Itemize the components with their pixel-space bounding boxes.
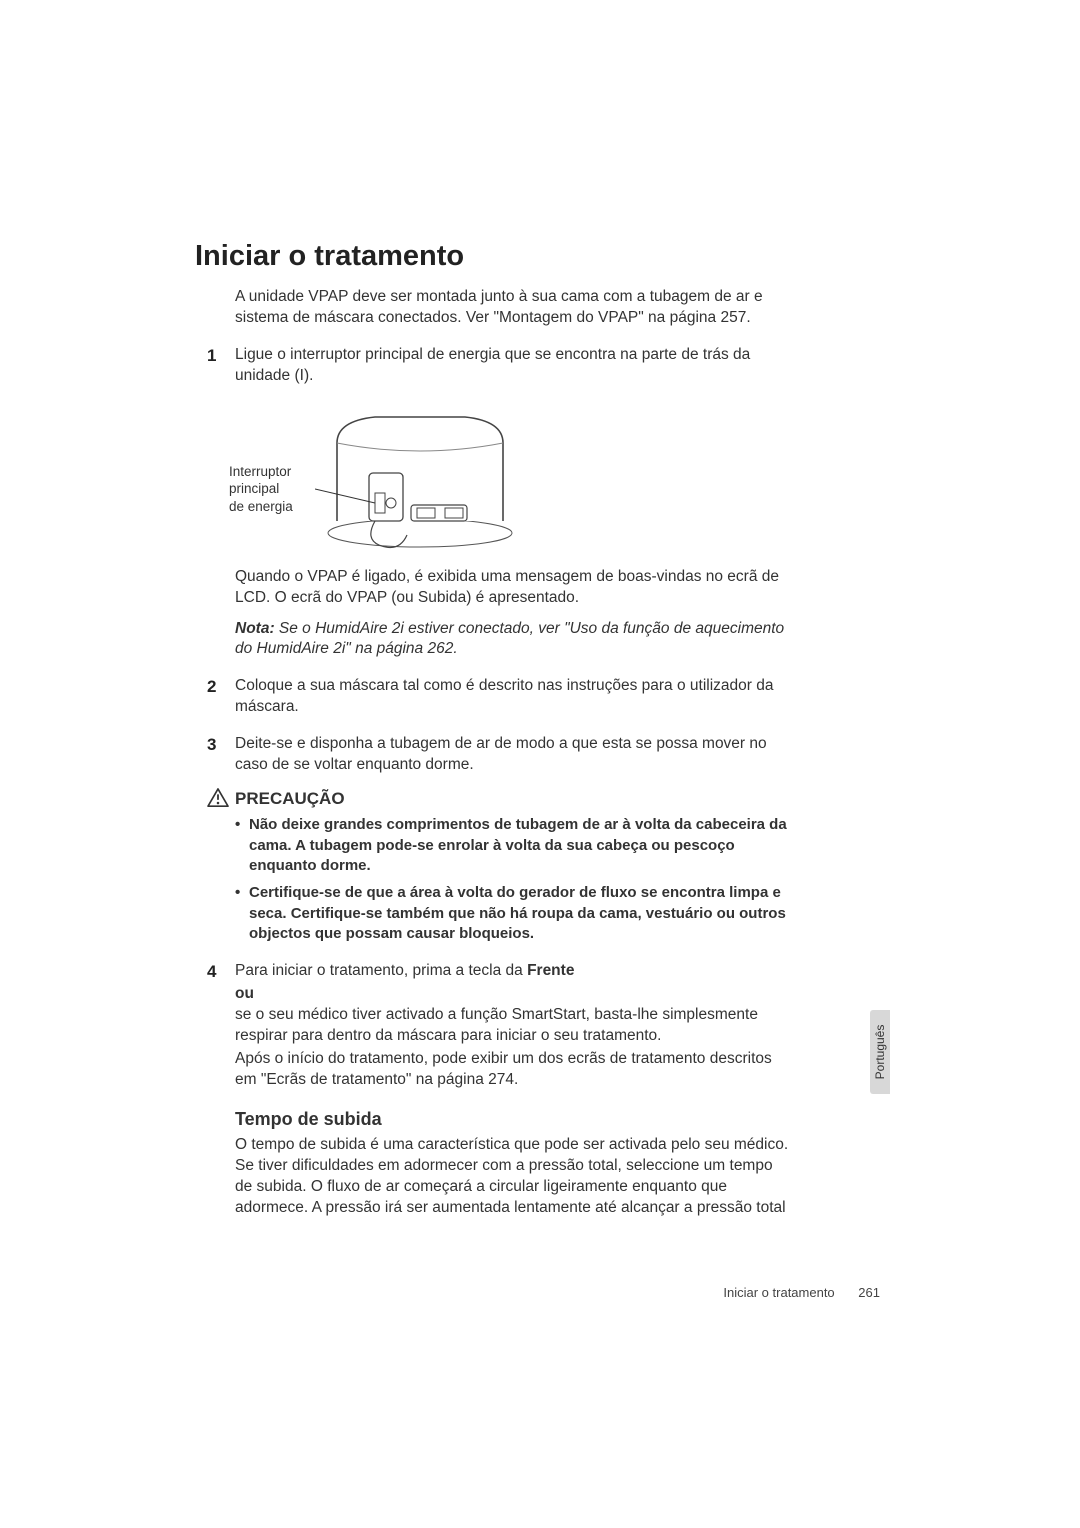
warning-heading: PRECAUÇÃO: [235, 788, 790, 811]
step-number-2: 2: [207, 676, 216, 699]
language-tab-label: Português: [873, 1025, 887, 1080]
note-block: Nota: Se o HumidAire 2i estiver conectad…: [235, 619, 790, 661]
step-2-text: Coloque a sua máscara tal como é descrit…: [235, 677, 773, 715]
page-content: Iniciar o tratamento A unidade VPAP deve…: [195, 240, 790, 1219]
warning-list: Não deixe grandes comprimentos de tubage…: [235, 815, 790, 945]
step-3-text: Deite-se e disponha a tubagem de ar de m…: [235, 735, 767, 773]
after-figure-text: Quando o VPAP é ligado, é exibida uma me…: [235, 567, 790, 609]
figure-caption: Interruptor principal de energia: [229, 463, 293, 516]
step-4a-text: Para iniciar o tratamento, prima a tecla…: [235, 962, 527, 979]
intro-text: A unidade VPAP deve ser montada junto à …: [235, 287, 790, 329]
step-4-ou: ou: [235, 984, 790, 1005]
step-number-1: 1: [207, 345, 216, 368]
page-number: 261: [858, 1285, 880, 1300]
step-4b-text: se o seu médico tiver activado a função …: [235, 1005, 790, 1047]
step-3: 3 Deite-se e disponha a tubagem de ar de…: [235, 734, 790, 776]
step-number-3: 3: [207, 734, 216, 757]
step-4: 4 Para iniciar o tratamento, prima a tec…: [235, 961, 790, 1091]
footer-title: Iniciar o tratamento: [723, 1285, 834, 1300]
device-illustration: [315, 403, 525, 553]
device-figure: Interruptor principal de energia: [235, 403, 790, 553]
page-footer: Iniciar o tratamento 261: [723, 1285, 880, 1300]
subsection-heading: Tempo de subida: [235, 1107, 790, 1131]
caption-line-2: principal: [229, 481, 279, 496]
step-2: 2 Coloque a sua máscara tal como é descr…: [235, 676, 790, 718]
warning-item-1: Não deixe grandes comprimentos de tubage…: [249, 815, 790, 877]
subsection-body: O tempo de subida é uma característica q…: [235, 1135, 790, 1219]
note-body: Se o HumidAire 2i estiver conectado, ver…: [235, 620, 784, 658]
warning-icon: [207, 788, 229, 808]
warning-item-2: Certifique-se de que a área à volta do g…: [249, 883, 790, 945]
note-lead: Nota:: [235, 620, 275, 637]
step-1-text: Ligue o interruptor principal de energia…: [235, 346, 750, 384]
step-number-4: 4: [207, 961, 216, 984]
step-4a-bold: Frente: [527, 962, 574, 979]
caption-line-1: Interruptor: [229, 464, 291, 479]
caption-line-3: de energia: [229, 499, 293, 514]
intro-block: A unidade VPAP deve ser montada junto à …: [235, 287, 790, 1219]
step-1: 1 Ligue o interruptor principal de energ…: [235, 345, 790, 387]
language-tab: Português: [870, 1010, 890, 1094]
step-4c-text: Após o início do tratamento, pode exibir…: [235, 1049, 790, 1091]
warning-block: PRECAUÇÃO Não deixe grandes comprimentos…: [235, 788, 790, 945]
page-title: Iniciar o tratamento: [195, 240, 790, 273]
